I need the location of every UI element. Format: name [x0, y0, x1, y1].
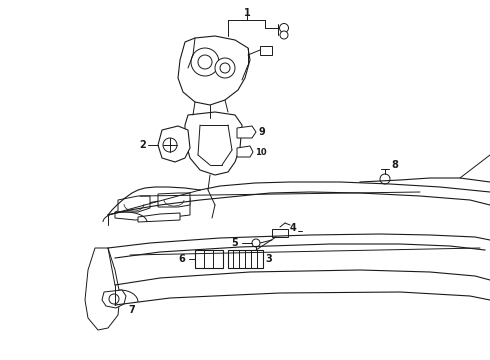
Bar — [195, 250, 223, 268]
Bar — [228, 250, 263, 268]
Polygon shape — [85, 248, 120, 330]
Circle shape — [279, 23, 289, 32]
Polygon shape — [118, 196, 150, 212]
Bar — [260, 46, 272, 55]
Text: 9: 9 — [258, 127, 265, 137]
Polygon shape — [185, 112, 242, 175]
Circle shape — [252, 239, 260, 247]
Polygon shape — [178, 36, 250, 105]
Circle shape — [109, 294, 119, 304]
Polygon shape — [158, 126, 190, 162]
Text: 1: 1 — [244, 8, 250, 18]
Circle shape — [198, 55, 212, 69]
Circle shape — [220, 63, 230, 73]
Text: 4: 4 — [290, 223, 297, 233]
Text: 8: 8 — [391, 160, 398, 170]
Polygon shape — [115, 198, 190, 220]
Text: 6: 6 — [178, 254, 185, 264]
Polygon shape — [102, 290, 126, 308]
Polygon shape — [138, 213, 180, 222]
Circle shape — [380, 174, 390, 184]
Polygon shape — [158, 193, 190, 207]
Circle shape — [215, 58, 235, 78]
Text: 5: 5 — [231, 238, 238, 248]
Text: 7: 7 — [128, 305, 135, 315]
Polygon shape — [237, 146, 253, 157]
Text: 3: 3 — [265, 254, 272, 264]
Circle shape — [280, 31, 288, 39]
Circle shape — [163, 138, 177, 152]
Circle shape — [191, 48, 219, 76]
Bar — [272, 229, 288, 237]
Text: 2: 2 — [139, 140, 146, 150]
Text: 10: 10 — [255, 148, 267, 157]
Polygon shape — [237, 126, 256, 138]
